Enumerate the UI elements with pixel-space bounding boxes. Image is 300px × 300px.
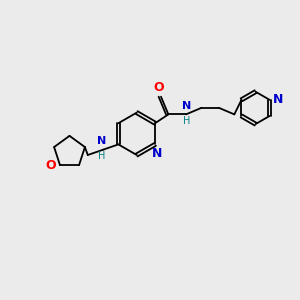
Text: H: H (98, 151, 105, 161)
Text: N: N (152, 147, 162, 160)
Text: N: N (182, 100, 191, 110)
Text: O: O (46, 159, 56, 172)
Text: O: O (153, 81, 164, 94)
Text: N: N (272, 93, 283, 106)
Text: H: H (183, 116, 190, 126)
Text: N: N (97, 136, 106, 146)
